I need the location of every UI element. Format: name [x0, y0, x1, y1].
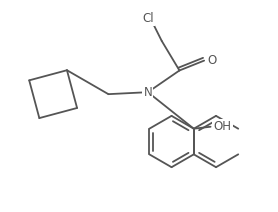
Text: O: O: [207, 54, 217, 67]
Text: OH: OH: [214, 120, 231, 133]
Text: N: N: [143, 86, 152, 99]
Text: Cl: Cl: [142, 12, 154, 25]
